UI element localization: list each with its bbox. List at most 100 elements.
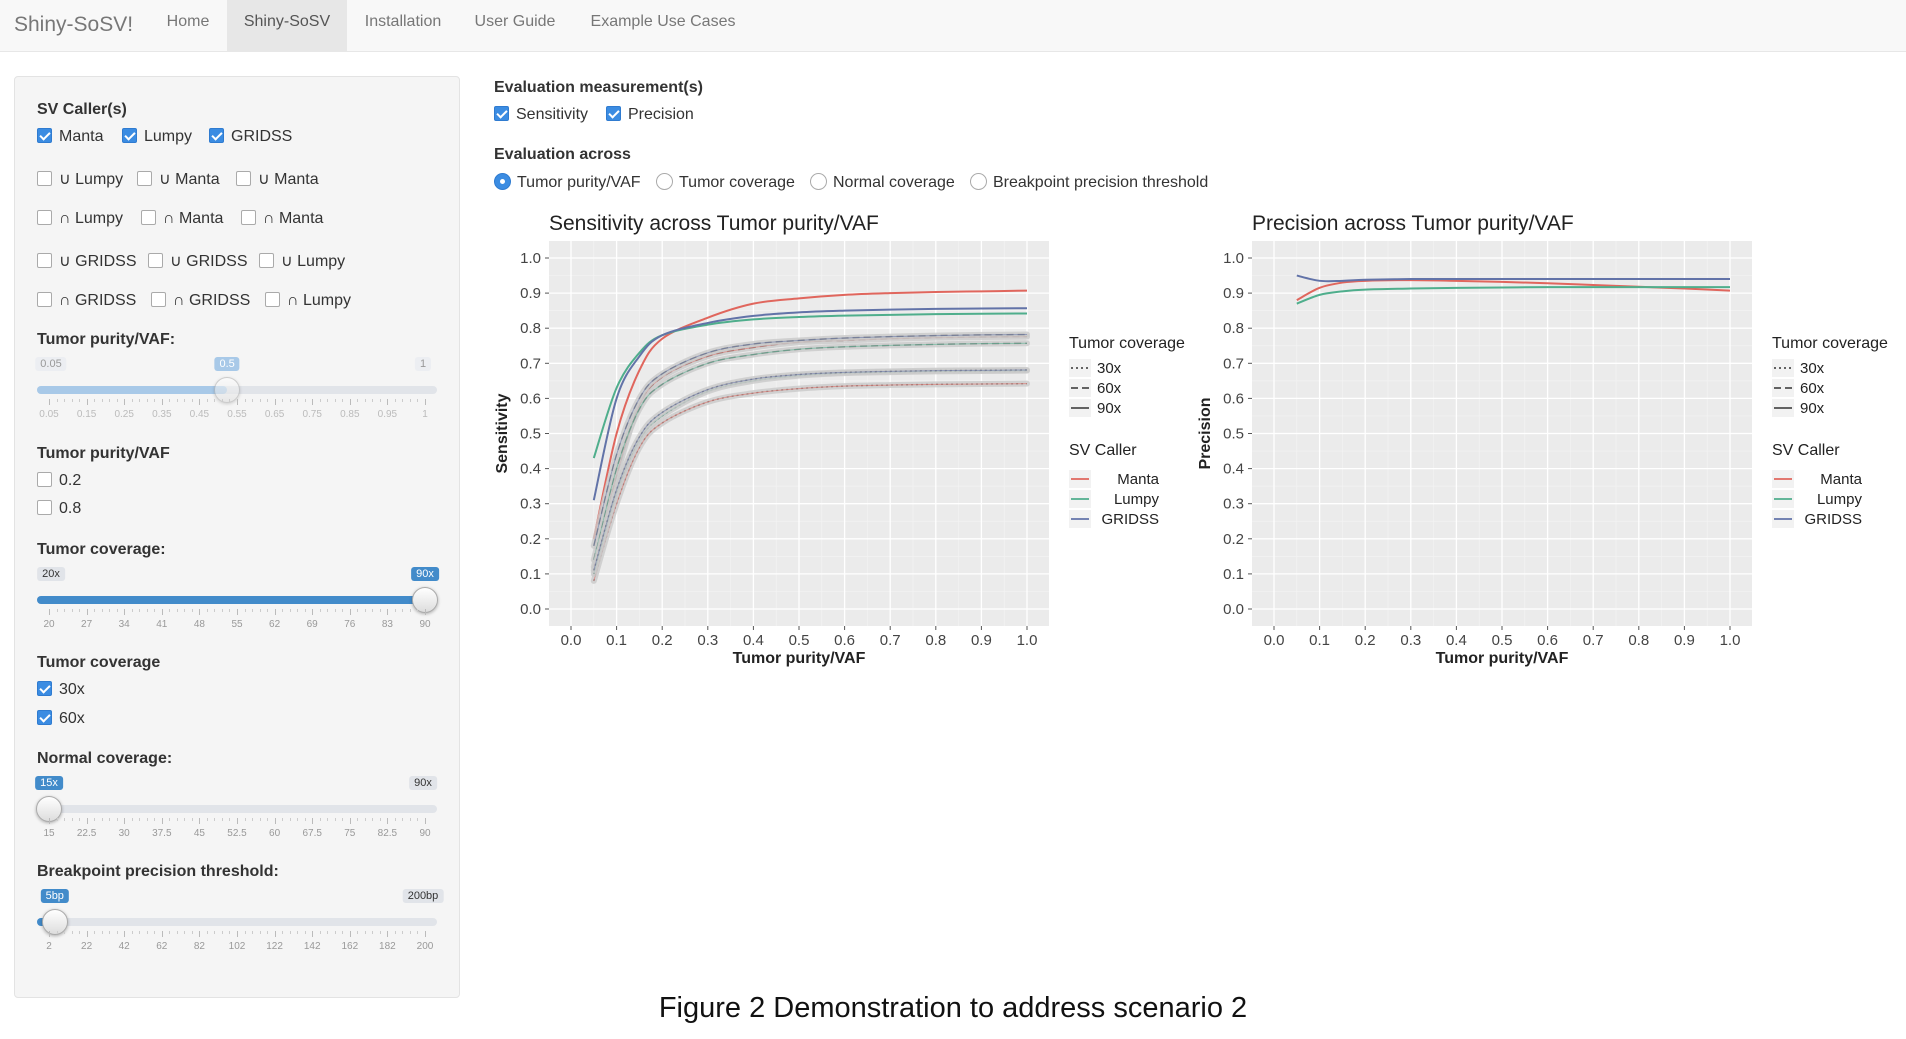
checkbox-box[interactable] xyxy=(122,128,137,143)
checkbox-union-5[interactable]: ∪ GRIDSS xyxy=(148,251,248,271)
y-tick-label: 0.1 xyxy=(1223,566,1244,583)
checkbox-box[interactable] xyxy=(37,710,52,725)
checkbox-box[interactable] xyxy=(265,292,280,307)
x-axis-label: Tumor purity/VAF xyxy=(733,650,866,667)
tab-installation[interactable]: Installation xyxy=(364,13,442,30)
slider-minor-tick xyxy=(334,399,336,402)
slider-minor-tick xyxy=(94,818,96,821)
legend-caller-label: GRIDSS xyxy=(1101,511,1159,528)
tab-user-guide[interactable]: User Guide xyxy=(474,13,556,30)
slider-minor-tick xyxy=(297,399,299,402)
slider-minor-tick xyxy=(267,609,269,612)
tab-shiny-sosv[interactable]: Shiny-SoSV xyxy=(227,0,347,52)
slider-track[interactable] xyxy=(37,918,437,926)
checkbox-box[interactable] xyxy=(241,210,256,225)
series-lumpy-90x xyxy=(592,312,1028,459)
slider-handle[interactable] xyxy=(214,377,241,403)
checkbox-purity-0.8[interactable]: 0.8 xyxy=(37,500,81,518)
checkbox-box[interactable] xyxy=(259,253,274,268)
normal-coverage-slider[interactable]: 90x 15x 15 22.5 30 37.5 45 52.5 60 67.5 75 82.5 90 xyxy=(35,776,437,858)
checkbox-gridss[interactable]: GRIDSS xyxy=(209,128,292,146)
checkbox-intersect-6[interactable]: ∩ Lumpy xyxy=(265,292,351,310)
checkbox-box[interactable] xyxy=(141,210,156,225)
tab-home[interactable]: Home xyxy=(166,13,210,30)
checkbox-intersect-1[interactable]: ∩ Lumpy xyxy=(37,210,123,228)
slider-tick xyxy=(161,399,163,405)
radio-tumor-purity[interactable]: Tumor purity/VAF xyxy=(494,173,641,192)
tab-example-use-cases[interactable]: Example Use Cases xyxy=(590,13,736,30)
slider-tick-label: 0.55 xyxy=(227,409,247,420)
checkbox-coverage-30x[interactable]: 30x xyxy=(37,681,85,699)
checkbox-intersect-3[interactable]: ∩ Manta xyxy=(241,210,323,228)
slider-tick xyxy=(312,931,314,937)
checkbox-box[interactable] xyxy=(606,106,621,121)
navbar: Shiny-SoSV! Home Shiny-SoSV Installation… xyxy=(0,0,1906,52)
slider-minor-tick xyxy=(64,818,66,821)
checkbox-union-3[interactable]: ∪ Manta xyxy=(236,169,319,189)
checkbox-intersect-2[interactable]: ∩ Manta xyxy=(141,210,223,228)
checkbox-union-4[interactable]: ∪ GRIDSS xyxy=(37,251,137,271)
checkbox-box[interactable] xyxy=(37,128,52,143)
slider-minor-tick xyxy=(221,609,223,612)
slider-tick-label: 182 xyxy=(379,941,396,952)
checkbox-box[interactable] xyxy=(494,106,509,121)
checkbox-intersect-4[interactable]: ∩ GRIDSS xyxy=(37,292,136,310)
checkbox-purity-0.2[interactable]: 0.2 xyxy=(37,472,81,490)
checkbox-box[interactable] xyxy=(37,210,52,225)
checkbox-union-1[interactable]: ∪ Lumpy xyxy=(37,169,123,189)
slider-tick-label: 60 xyxy=(269,828,281,839)
checkbox-box[interactable] xyxy=(37,472,52,487)
slider-minor-tick xyxy=(267,931,269,934)
legend-caller-label: Manta xyxy=(1820,471,1862,488)
radio-normal-coverage[interactable]: Normal coverage xyxy=(810,173,955,192)
slider-minor-tick xyxy=(372,931,374,934)
slider-handle[interactable] xyxy=(41,909,68,935)
purity-slider[interactable]: 0.05 1 0.5 0.05 0.15 0.25 0.35 0.45 0.55 0.65 0.75… xyxy=(35,357,437,439)
precision-plot: Precision across Tumor purity/VAF 0.0 0.1 0… xyxy=(1197,212,1888,667)
breakpoint-slider[interactable]: 200bp 5bp 2 22 42 62 82 102 122 142 162 182 200 xyxy=(37,889,444,971)
brand-title[interactable]: Shiny-SoSV! xyxy=(14,13,134,36)
checkbox-lumpy[interactable]: Lumpy xyxy=(122,128,192,146)
checkbox-box[interactable] xyxy=(37,681,52,696)
checkbox-union-2[interactable]: ∪ Manta xyxy=(137,169,220,189)
radio-tumor-coverage[interactable]: Tumor coverage xyxy=(656,173,795,192)
slider-max-label: 200bp xyxy=(402,889,444,903)
slider-minor-tick xyxy=(191,818,193,821)
radio-button[interactable] xyxy=(494,173,511,190)
legend-caller-title: SV Caller xyxy=(1772,442,1840,459)
checkbox-box[interactable] xyxy=(37,292,52,307)
tumor-coverage-slider[interactable]: 20x 90x 20 27 34 41 48 55 62 69 76 83 90 xyxy=(37,567,439,649)
slider-track[interactable] xyxy=(37,805,437,813)
radio-button[interactable] xyxy=(970,173,987,190)
checkbox-box[interactable] xyxy=(37,253,52,268)
checkbox-sensitivity[interactable]: Sensitivity xyxy=(494,106,588,124)
checkbox-box[interactable] xyxy=(151,292,166,307)
slider-minor-tick xyxy=(252,609,254,612)
radio-button[interactable] xyxy=(810,173,827,190)
radio-button[interactable] xyxy=(656,173,673,190)
slider-tick-label: 76 xyxy=(344,619,356,630)
legend-coverage-title: Tumor coverage xyxy=(1069,335,1185,352)
slider-minor-tick xyxy=(364,609,366,612)
checkbox-manta[interactable]: Manta xyxy=(37,128,103,146)
radio-breakpoint-threshold[interactable]: Breakpoint precision threshold xyxy=(970,173,1208,192)
checkbox-box[interactable] xyxy=(236,171,251,186)
slider-minor-tick xyxy=(109,399,111,402)
x-tick-label: 0.7 xyxy=(880,632,901,649)
checkbox-box[interactable] xyxy=(209,128,224,143)
checkbox-box[interactable] xyxy=(37,171,52,186)
checkbox-box[interactable] xyxy=(137,171,152,186)
checkbox-box[interactable] xyxy=(148,253,163,268)
slider-minor-tick xyxy=(409,399,411,402)
slider-minor-tick xyxy=(109,931,111,934)
checkbox-box[interactable] xyxy=(37,500,52,515)
x-tick-label: 1.0 xyxy=(1017,632,1038,649)
checkbox-precision[interactable]: Precision xyxy=(606,106,694,124)
sv-caller-label: SV Caller(s) xyxy=(37,101,127,118)
purity-slider-label: Tumor purity/VAF: xyxy=(37,331,176,348)
checkbox-coverage-60x[interactable]: 60x xyxy=(37,710,85,728)
checkbox-intersect-5[interactable]: ∩ GRIDSS xyxy=(151,292,250,310)
slider-tick xyxy=(49,931,50,937)
checkbox-union-6[interactable]: ∪ Lumpy xyxy=(259,251,345,271)
slider-minor-tick xyxy=(357,399,359,402)
